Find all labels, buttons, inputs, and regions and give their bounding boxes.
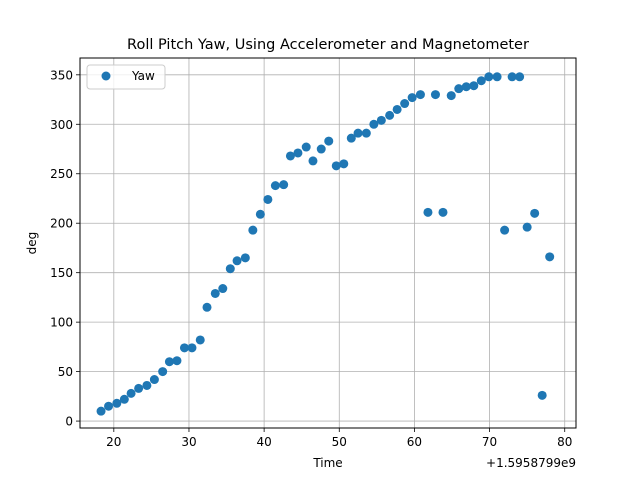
- x-axis-offset-label: +1.5958799e9: [486, 456, 576, 470]
- data-point: [202, 302, 212, 312]
- legend: Yaw: [86, 64, 166, 90]
- data-point: [218, 284, 228, 294]
- data-point: [240, 253, 250, 263]
- data-point: [454, 84, 464, 94]
- data-point: [210, 288, 220, 298]
- y-tick-label: 0: [65, 415, 73, 429]
- data-point: [232, 256, 242, 266]
- y-tick-label: 50: [58, 365, 73, 379]
- data-point: [248, 225, 258, 235]
- data-point: [385, 110, 395, 120]
- data-point: [126, 388, 136, 398]
- data-point: [172, 356, 182, 366]
- data-point: [407, 93, 417, 103]
- y-axis-ticks: 0 50 100 150 200 250 300 350: [50, 68, 80, 429]
- data-point: [446, 91, 456, 101]
- legend-label: Yaw: [131, 69, 155, 83]
- y-tick-label: 100: [50, 316, 73, 330]
- y-tick-label: 150: [50, 266, 73, 280]
- plot-frame: [79, 57, 577, 429]
- data-point: [507, 72, 517, 82]
- x-tick-label: 80: [557, 435, 572, 449]
- data-point: [476, 76, 486, 86]
- data-point: [149, 375, 159, 385]
- y-tick-label: 200: [50, 217, 73, 231]
- data-point: [339, 159, 349, 169]
- legend-box: [86, 64, 166, 90]
- data-point: [392, 104, 402, 114]
- data-point: [492, 72, 502, 82]
- x-tick-label: 60: [407, 435, 422, 449]
- data-point: [263, 194, 273, 204]
- legend-marker: [101, 71, 111, 81]
- data-point: [134, 383, 144, 393]
- data-point: [158, 367, 168, 377]
- data-point: [142, 380, 152, 390]
- x-tick-label: 30: [181, 435, 196, 449]
- x-axis-ticks: 20 30 40 50 60 70 80: [106, 428, 572, 449]
- data-point: [195, 335, 205, 345]
- data-point: [119, 394, 129, 404]
- data-point: [545, 252, 555, 262]
- data-point: [316, 144, 326, 154]
- data-point: [484, 72, 494, 82]
- data-point: [255, 209, 265, 219]
- data-point: [293, 148, 303, 158]
- data-point: [112, 398, 122, 408]
- data-point: [270, 181, 280, 191]
- data-point: [461, 82, 471, 92]
- data-point: [469, 81, 479, 91]
- data-point: [522, 222, 532, 232]
- data-point: [353, 128, 363, 138]
- data-points: [96, 72, 555, 416]
- data-point: [430, 90, 440, 100]
- data-point: [415, 90, 425, 100]
- x-tick-label: 20: [106, 435, 121, 449]
- data-point: [308, 156, 318, 166]
- data-point: [361, 128, 371, 138]
- data-point: [423, 207, 433, 217]
- y-tick-label: 250: [50, 167, 73, 181]
- x-tick-label: 40: [256, 435, 271, 449]
- data-point: [187, 343, 197, 353]
- data-point: [285, 151, 295, 161]
- chart-title: Roll Pitch Yaw, Using Accelerometer and …: [127, 37, 529, 53]
- y-tick-label: 300: [50, 118, 73, 132]
- data-point: [369, 119, 379, 129]
- data-point: [225, 264, 235, 274]
- data-point: [346, 133, 356, 143]
- data-point: [331, 161, 341, 171]
- data-point: [179, 343, 189, 353]
- y-tick-label: 350: [50, 68, 73, 82]
- data-point: [324, 136, 334, 146]
- data-point: [537, 390, 547, 400]
- data-point: [164, 357, 174, 367]
- x-tick-label: 50: [332, 435, 347, 449]
- data-point: [104, 401, 114, 411]
- x-tick-label: 70: [482, 435, 497, 449]
- data-point: [515, 72, 525, 82]
- x-axis-label: Time: [312, 456, 342, 470]
- data-point: [530, 208, 540, 218]
- data-point: [279, 180, 289, 190]
- data-point: [400, 99, 410, 109]
- data-point: [438, 207, 448, 217]
- data-point: [301, 142, 311, 152]
- data-point: [376, 115, 386, 125]
- data-point: [96, 406, 106, 416]
- data-point: [500, 225, 510, 235]
- y-axis-label: deg: [25, 232, 39, 255]
- grid-lines: [80, 58, 576, 428]
